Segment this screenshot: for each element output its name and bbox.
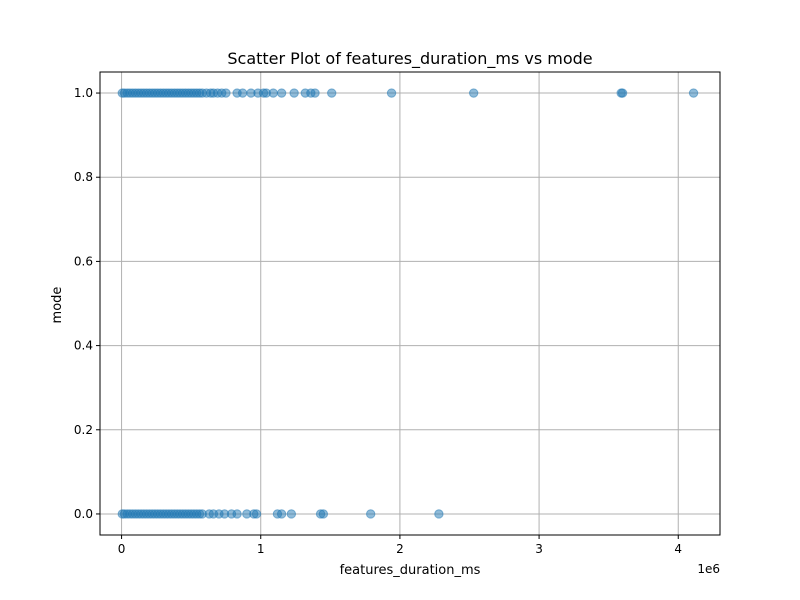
data-point (286, 509, 297, 519)
x-axis-label: features_duration_ms (340, 563, 481, 578)
x-tick-label: 4 (674, 542, 682, 556)
y-tick-label: 0.8 (74, 170, 93, 184)
x-axis-offset-label: 1e6 (697, 562, 720, 576)
data-point (386, 88, 397, 98)
data-point (310, 88, 320, 98)
y-tick-label: 0.6 (74, 254, 93, 268)
data-point (221, 88, 231, 98)
data-point (268, 88, 278, 98)
x-tick-label: 1 (257, 542, 265, 556)
plot-frame (99, 71, 721, 536)
data-point (251, 509, 262, 519)
data-points (117, 88, 699, 519)
x-tick-label: 0 (118, 542, 126, 556)
data-point (468, 88, 479, 98)
chart-title: Scatter Plot of features_duration_ms vs … (227, 49, 592, 69)
x-tick-label: 3 (535, 542, 543, 556)
axis-ticks: 0 1 2 3 4 0.0 0.2 0.4 0.6 0.8 1.0 (74, 86, 682, 556)
y-tick-label: 0.4 (74, 339, 93, 353)
y-tick-label: 0.2 (74, 423, 93, 437)
y-axis-label: mode (50, 287, 65, 324)
data-point (327, 88, 337, 98)
y-tick-label: 0.0 (74, 507, 93, 521)
data-point (318, 509, 329, 519)
data-point (276, 509, 287, 519)
data-point (289, 88, 299, 98)
data-point (276, 88, 287, 98)
x-tick-label: 2 (396, 542, 404, 556)
data-point (688, 88, 699, 98)
data-point (434, 509, 444, 519)
data-point (365, 509, 376, 519)
data-point (232, 509, 242, 519)
y-tick-label: 1.0 (74, 86, 93, 100)
data-point (237, 88, 248, 98)
data-point (617, 88, 628, 98)
